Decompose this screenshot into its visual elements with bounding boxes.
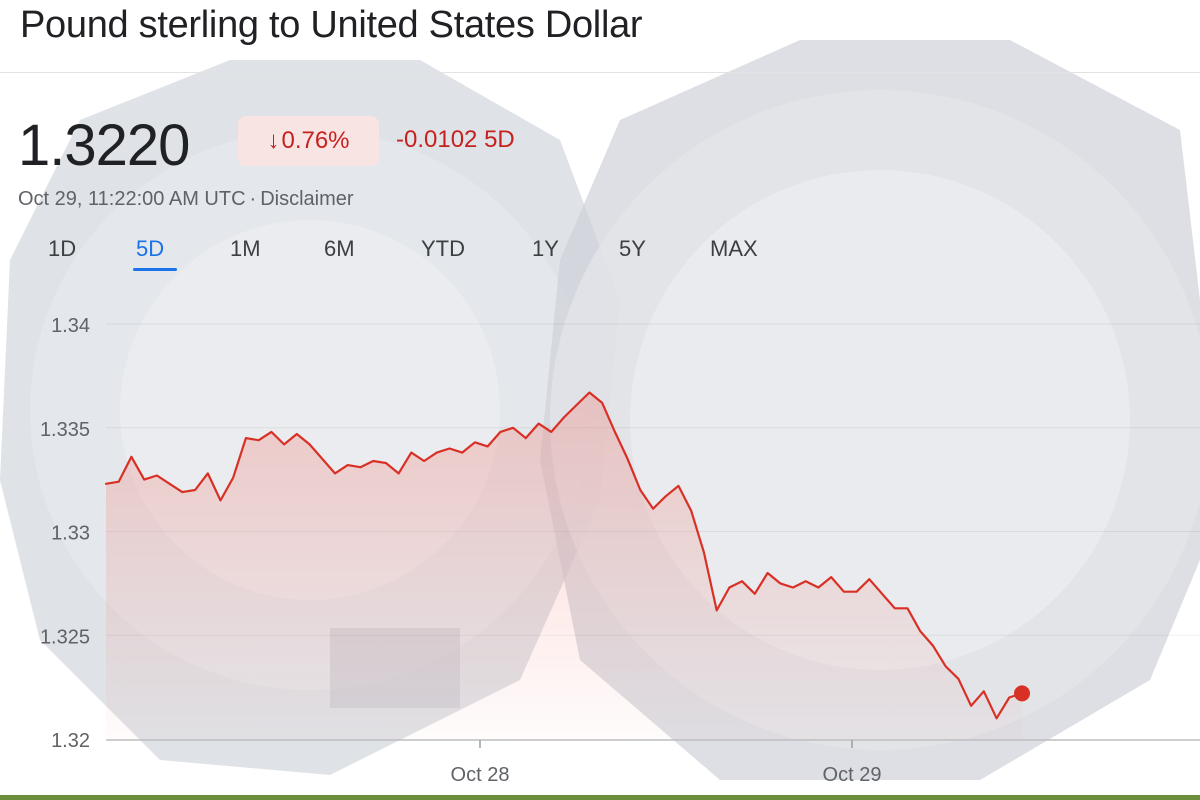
percent-change-value: 0.76% xyxy=(281,127,350,154)
y-tick-label: 1.33 xyxy=(51,523,90,545)
arrow-down-icon: ↓ xyxy=(267,127,280,154)
absolute-change: -0.0102 5D xyxy=(396,126,515,154)
active-tab-indicator xyxy=(133,268,177,271)
bottom-strip xyxy=(0,795,1200,800)
series-area xyxy=(106,392,1022,739)
disclaimer-link[interactable]: Disclaimer xyxy=(260,188,354,210)
separator-dot: · xyxy=(249,188,257,210)
tab-5d[interactable]: 5D xyxy=(136,236,165,261)
y-tick-label: 1.34 xyxy=(51,315,90,337)
tab-5y[interactable]: 5Y xyxy=(619,236,646,261)
percent-change-badge: ↓ 0.76% xyxy=(238,116,379,166)
timestamp-row: Oct 29, 11:22:00 AM UTC · Disclaimer xyxy=(18,188,354,211)
y-tick-label: 1.325 xyxy=(40,626,90,648)
range-tabs: 1D 5D 1M 6M YTD 1Y 5Y MAX xyxy=(0,236,800,276)
absolute-change-value: -0.0102 xyxy=(396,126,478,153)
tab-1y[interactable]: 1Y xyxy=(532,236,559,261)
tab-1m[interactable]: 1M xyxy=(230,236,261,261)
tab-1d[interactable]: 1D xyxy=(48,236,77,261)
current-price: 1.3220 xyxy=(18,113,190,178)
series-line xyxy=(104,391,1024,720)
page-title: Pound sterling to United States Dollar xyxy=(20,4,643,46)
timestamp: Oct 29, 11:22:00 AM UTC xyxy=(18,188,246,210)
x-tick-label: Oct 28 xyxy=(451,764,510,786)
tab-6m[interactable]: 6M xyxy=(324,236,355,261)
x-tick-label: Oct 29 xyxy=(823,764,882,786)
tab-max[interactable]: MAX xyxy=(710,236,758,261)
y-tick-label: 1.32 xyxy=(51,730,90,752)
current-value-point xyxy=(1014,685,1030,702)
tab-ytd[interactable]: YTD xyxy=(421,236,465,261)
y-tick-label: 1.335 xyxy=(40,419,90,441)
change-period: 5D xyxy=(484,126,515,153)
price-chart: 1.34 1.335 1.33 1.325 1.32 Oct 28 Oct 29 xyxy=(40,315,1200,786)
divider xyxy=(0,72,1200,73)
